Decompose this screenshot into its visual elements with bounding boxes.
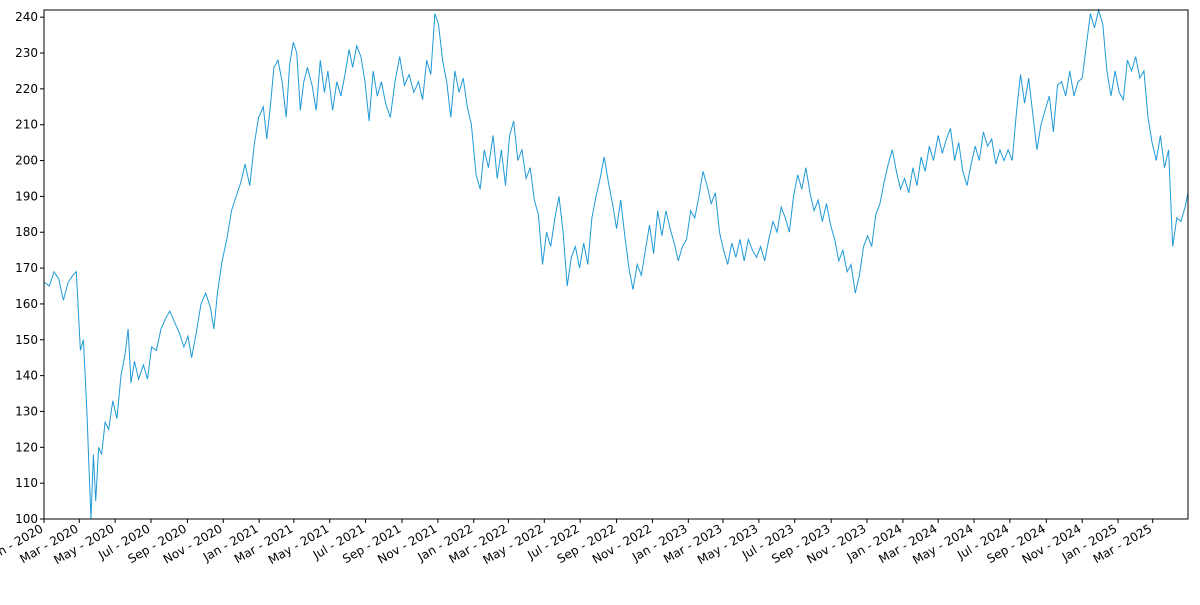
y-tick-label: 240 (15, 10, 38, 24)
series-layer (44, 8, 1189, 520)
y-tick-label: 160 (15, 297, 38, 311)
plot-frame (43, 9, 1189, 520)
y-tick-label: 200 (15, 154, 38, 168)
y-tick-label: 150 (15, 333, 38, 347)
series-line (44, 8, 1189, 520)
y-tick-label: 190 (15, 189, 38, 203)
y-tick-label: 100 (15, 512, 38, 526)
y-tick-label: 110 (15, 476, 38, 490)
y-tick-label: 130 (15, 404, 38, 418)
y-tick-label: 120 (15, 440, 38, 454)
y-axis: 100 110 120 130 140 150 160 170 180 190 200 210 220 2… (15, 10, 44, 526)
y-tick-label: 180 (15, 225, 38, 239)
y-tick-label: 210 (15, 118, 38, 132)
y-tick-label: 140 (15, 369, 38, 383)
y-tick-label: 170 (15, 261, 38, 275)
y-tick-label: 230 (15, 46, 38, 60)
y-tick-label: 220 (15, 82, 38, 96)
